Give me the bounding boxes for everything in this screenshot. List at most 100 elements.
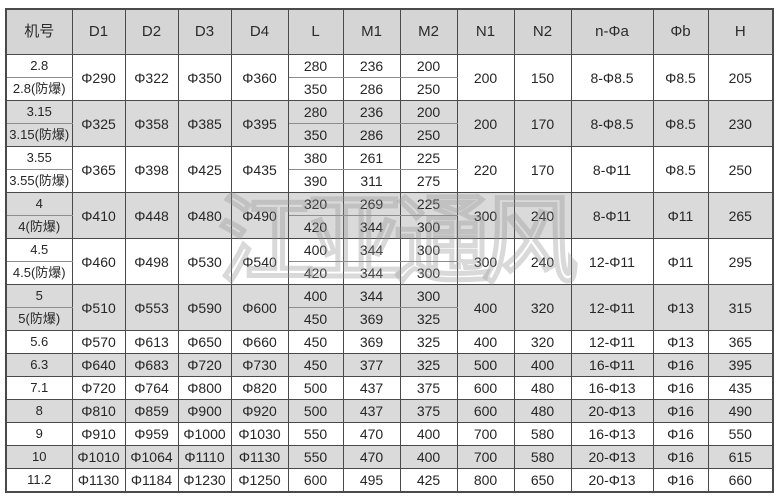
- cell-model: 4.5: [5, 238, 73, 262]
- cell-d2: Φ859: [124, 399, 179, 423]
- cell-m1: 377: [342, 353, 401, 377]
- spec-table: 机号 D1 D2 D3 D4 L M1 M2 N1 N2 n-Φa Φb H 2.8 Φ290 Φ322 Φ3…: [5, 8, 774, 493]
- cell-m1: 437: [342, 399, 401, 423]
- cell-d4: Φ395: [230, 100, 289, 147]
- cell-n2: 150: [513, 54, 572, 101]
- cell-l: 400: [287, 238, 344, 262]
- cell-l: 600: [287, 468, 344, 493]
- cell-l: 450: [287, 353, 344, 377]
- cell-n1: 400: [456, 330, 515, 354]
- cell-n2: 400: [513, 353, 572, 377]
- cell-d4: Φ435: [230, 146, 289, 193]
- cell-d2: Φ613: [124, 330, 179, 354]
- cell-d4: Φ600: [230, 284, 289, 331]
- cell-m2: 325: [399, 353, 458, 377]
- cell-m1: 470: [342, 445, 401, 469]
- cell-l: 390: [287, 169, 344, 193]
- cell-model: 10: [5, 445, 73, 469]
- cell-fb: Φ8.5: [652, 54, 709, 101]
- cell-d1: Φ365: [71, 146, 126, 193]
- cell-d4: Φ820: [230, 376, 289, 400]
- cell-m1: 369: [342, 307, 401, 331]
- cell-d4: Φ1030: [230, 422, 289, 446]
- cell-d4: Φ490: [230, 192, 289, 239]
- cell-n2: 170: [513, 146, 572, 193]
- cell-m1: 369: [342, 330, 401, 354]
- cell-model: 3.55(防爆): [5, 169, 73, 193]
- cell-m2: 400: [399, 422, 458, 446]
- cell-m2: 325: [399, 307, 458, 331]
- cell-d1: Φ570: [71, 330, 126, 354]
- cell-n2: 480: [513, 399, 572, 423]
- cell-d3: Φ720: [177, 353, 232, 377]
- cell-model: 5(防爆): [5, 307, 73, 331]
- cell-d1: Φ1130: [71, 468, 126, 493]
- table-row: 5 Φ510 Φ553 Φ590 Φ600 400 344 300 400 320 12-Φ11 Φ1…: [5, 284, 774, 331]
- header-row: 机号 D1 D2 D3 D4 L M1 M2 N1 N2 n-Φa Φb H: [5, 8, 774, 55]
- table-row: 4.5 Φ460 Φ498 Φ530 Φ540 400 344 300 300 240 12-Φ11…: [5, 238, 774, 285]
- cell-m2: 300: [399, 261, 458, 285]
- cell-n1: 300: [456, 238, 515, 285]
- cell-d3: Φ1230: [177, 468, 232, 493]
- cell-n1: 600: [456, 376, 515, 400]
- cell-d2: Φ1184: [124, 468, 179, 493]
- cell-l: 500: [287, 376, 344, 400]
- cell-m2: 300: [399, 215, 458, 239]
- cell-l: 450: [287, 330, 344, 354]
- cell-model: 3.15: [5, 100, 73, 124]
- cell-n2: 170: [513, 100, 572, 147]
- cell-n2: 480: [513, 376, 572, 400]
- cell-d3: Φ425: [177, 146, 232, 193]
- cell-m2: 275: [399, 169, 458, 193]
- cell-fb: Φ8.5: [652, 146, 709, 193]
- cell-h: 295: [707, 238, 774, 285]
- table-row: 4 Φ410 Φ448 Φ480 Φ490 320 269 225 300 240 8-Φ11 Φ11…: [5, 192, 774, 239]
- column-header-na: n-Φa: [570, 8, 654, 55]
- cell-d2: Φ322: [124, 54, 179, 101]
- cell-h: 250: [707, 146, 774, 193]
- cell-m1: 236: [342, 54, 401, 78]
- cell-d1: Φ1010: [71, 445, 126, 469]
- cell-fb: Φ13: [652, 284, 709, 331]
- cell-fb: Φ16: [652, 445, 709, 469]
- cell-d3: Φ480: [177, 192, 232, 239]
- cell-model: 8: [5, 399, 73, 423]
- cell-d3: Φ530: [177, 238, 232, 285]
- cell-model: 6.3: [5, 353, 73, 377]
- cell-m2: 400: [399, 445, 458, 469]
- cell-fb: Φ11: [652, 192, 709, 239]
- cell-m1: 470: [342, 422, 401, 446]
- cell-m2: 375: [399, 376, 458, 400]
- table-row: 3.15(防爆) 350 286 250: [5, 123, 773, 147]
- cell-n1: 200: [456, 54, 515, 101]
- cell-m2: 250: [399, 123, 458, 147]
- cell-d2: Φ959: [124, 422, 179, 446]
- cell-model: 5: [5, 284, 73, 308]
- cell-n1: 700: [456, 422, 515, 446]
- cell-d1: Φ460: [71, 238, 126, 285]
- cell-d2: Φ358: [124, 100, 179, 147]
- cell-n2: 580: [513, 422, 572, 446]
- cell-h: 550: [707, 422, 774, 446]
- column-header-m2: M2: [399, 8, 458, 55]
- cell-h: 435: [707, 376, 774, 400]
- cell-na: 8-Φ11: [570, 192, 654, 239]
- cell-m2: 425: [399, 468, 458, 493]
- table-header: 机号 D1 D2 D3 D4 L M1 M2 N1 N2 n-Φa Φb H: [5, 8, 774, 55]
- cell-model: 2.8: [5, 54, 73, 78]
- table-row: 2.8 Φ290 Φ322 Φ350 Φ360 280 236 200 200 150 8-Φ8.5…: [5, 54, 774, 101]
- cell-na: 8-Φ11: [570, 146, 654, 193]
- cell-n2: 580: [513, 445, 572, 469]
- cell-h: 205: [707, 54, 774, 101]
- cell-na: 20-Φ13: [570, 468, 654, 493]
- cell-h: 615: [707, 445, 774, 469]
- table-row: 5(防爆) 450 369 325: [5, 307, 773, 331]
- cell-d4: Φ1130: [230, 445, 289, 469]
- column-header-d2: D2: [124, 8, 179, 55]
- cell-d2: Φ764: [124, 376, 179, 400]
- table-row: 8 Φ810 Φ859 Φ900 Φ920 500 437 375 600 480 20-Φ13 Φ1…: [5, 399, 774, 423]
- column-header-d1: D1: [71, 8, 126, 55]
- cell-d3: Φ1110: [177, 445, 232, 469]
- cell-model: 7.1: [5, 376, 73, 400]
- cell-m1: 236: [342, 100, 401, 124]
